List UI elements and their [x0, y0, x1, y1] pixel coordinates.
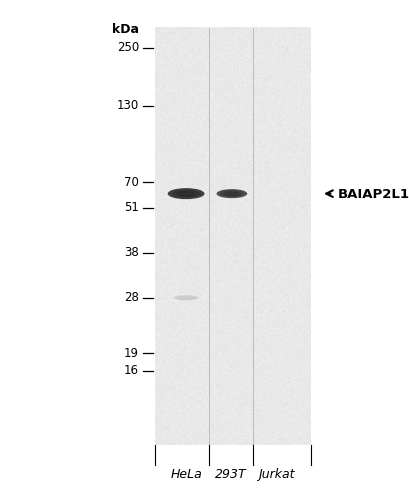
Text: 293T: 293T	[215, 468, 247, 481]
Ellipse shape	[168, 188, 204, 199]
Ellipse shape	[174, 295, 198, 300]
Text: 250: 250	[117, 41, 139, 54]
Ellipse shape	[222, 193, 241, 195]
Ellipse shape	[175, 193, 197, 195]
Text: Jurkat: Jurkat	[258, 468, 294, 481]
Text: 16: 16	[124, 364, 139, 377]
Text: BAIAP2L1/IRTKS: BAIAP2L1/IRTKS	[337, 187, 409, 200]
Text: HeLa: HeLa	[170, 468, 202, 481]
Text: 51: 51	[124, 201, 139, 214]
Ellipse shape	[172, 190, 200, 198]
Text: 70: 70	[124, 176, 139, 189]
Text: 19: 19	[124, 347, 139, 360]
Text: 38: 38	[124, 246, 139, 259]
Ellipse shape	[177, 191, 196, 197]
Text: kDa: kDa	[112, 23, 139, 36]
Text: 130: 130	[117, 99, 139, 112]
Ellipse shape	[224, 192, 240, 196]
Text: 28: 28	[124, 291, 139, 304]
Ellipse shape	[216, 189, 247, 198]
Ellipse shape	[220, 190, 243, 197]
